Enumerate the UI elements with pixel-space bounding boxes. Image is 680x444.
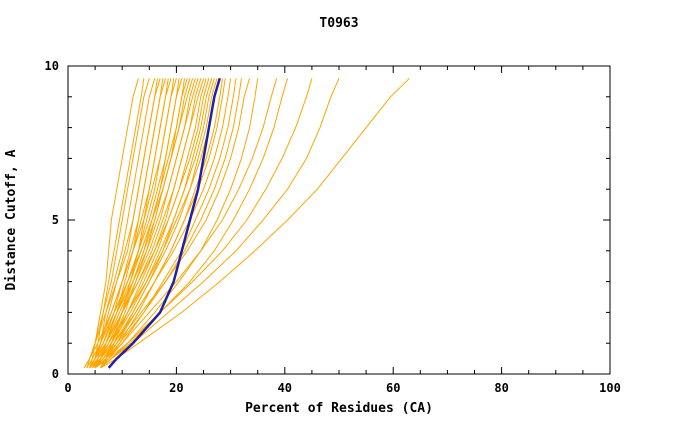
plot-layer: 0 20 40 60 80 100 0 5 10	[45, 59, 621, 395]
model-curve	[92, 78, 215, 369]
y-tick-label: 0	[52, 367, 59, 381]
model-curve	[94, 78, 242, 369]
model-curve	[94, 78, 313, 369]
x-tick-label: 80	[494, 381, 508, 395]
x-tick-label: 20	[169, 381, 183, 395]
model-curve	[92, 78, 251, 369]
model-curve	[83, 78, 177, 369]
highlight-curve	[107, 77, 221, 369]
y-tick-label: 10	[45, 59, 59, 73]
y-tick-label: 5	[52, 213, 59, 227]
model-curve	[100, 77, 410, 369]
model-curve	[89, 78, 232, 369]
model-curve	[89, 78, 199, 369]
chart-title: T0963	[319, 16, 358, 31]
model-curve	[89, 78, 210, 369]
x-axis-label: Percent of Residues (CA)	[245, 401, 433, 416]
x-tick-label: 40	[278, 381, 292, 395]
model-curve	[89, 78, 145, 369]
model-curve	[100, 78, 288, 369]
model-curve	[83, 78, 161, 369]
x-tick-label: 60	[386, 381, 400, 395]
x-tick-label: 100	[599, 381, 621, 395]
model-curve	[86, 78, 194, 369]
y-axis-label: Distance Cutoff, A	[4, 149, 19, 290]
model-curve	[94, 78, 278, 369]
x-tick-label: 0	[64, 381, 71, 395]
